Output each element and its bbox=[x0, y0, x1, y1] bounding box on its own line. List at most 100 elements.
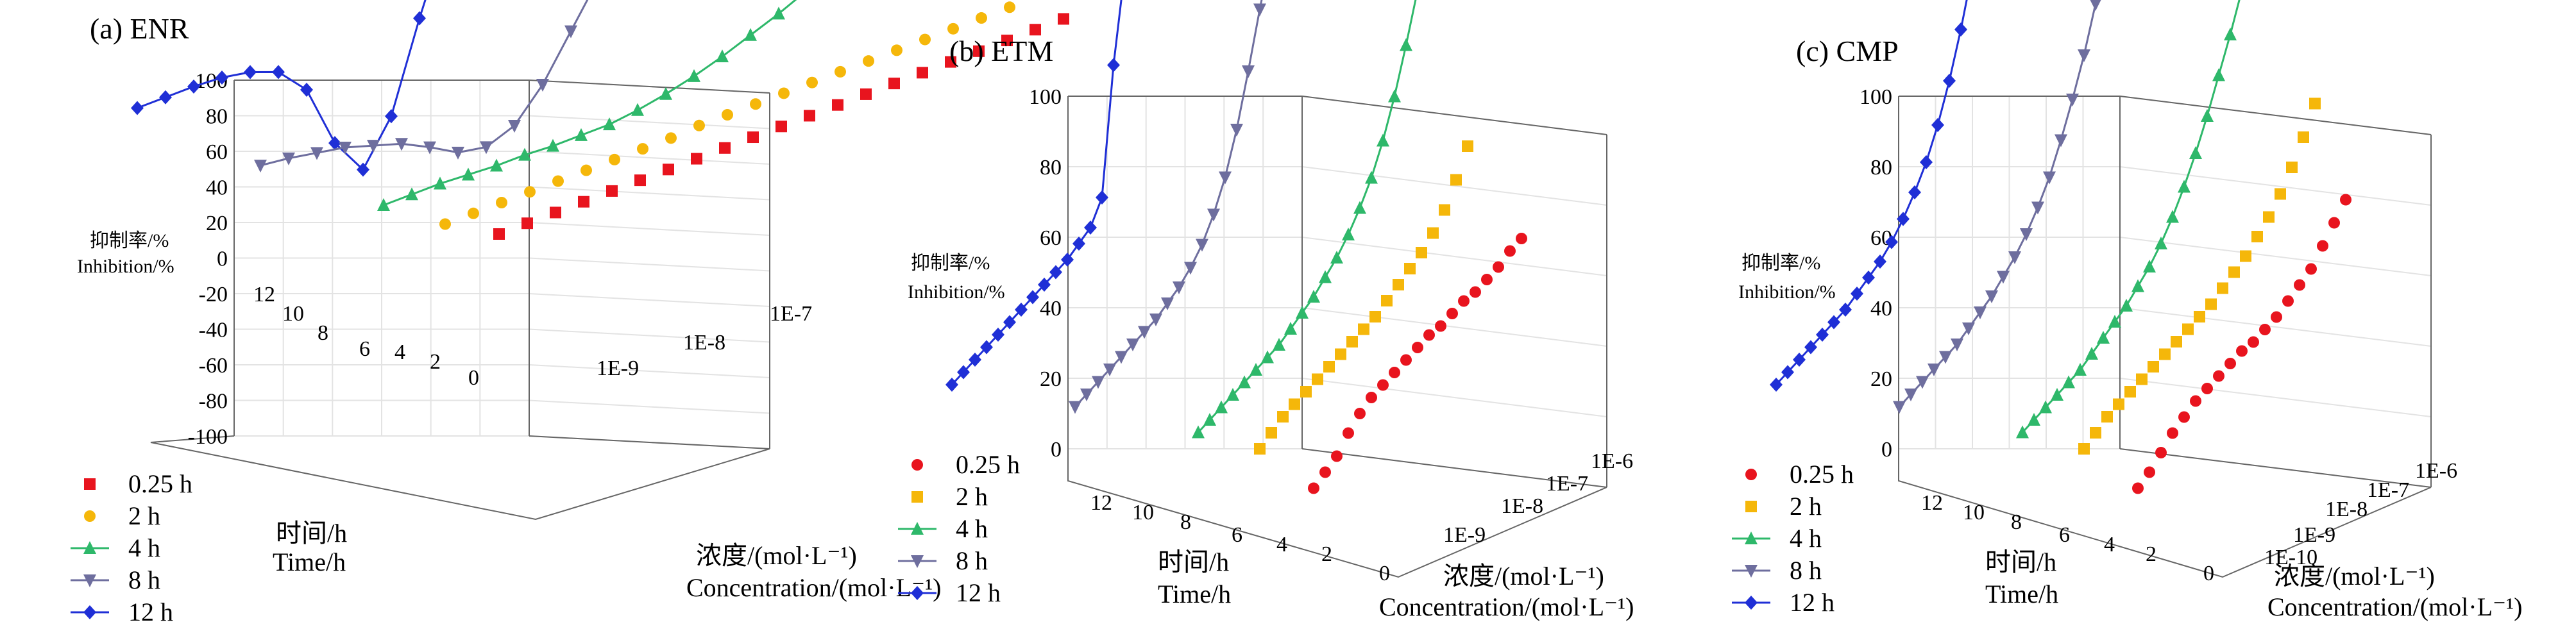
conc-tick-label: 1E-7 bbox=[1546, 472, 1588, 496]
y-axis-label: 抑制率/% bbox=[90, 230, 169, 251]
data-point bbox=[2251, 231, 2263, 242]
data-point bbox=[575, 128, 588, 141]
data-point bbox=[1851, 287, 1863, 301]
series-line bbox=[1197, 0, 1417, 433]
concentration-axis-title: 浓度/(mol·L⁻¹) bbox=[2274, 562, 2435, 590]
data-point bbox=[439, 218, 451, 230]
data-point bbox=[1388, 89, 1401, 103]
data-point bbox=[976, 12, 987, 24]
data-point bbox=[2305, 263, 2317, 275]
data-point bbox=[945, 378, 958, 392]
data-point bbox=[244, 65, 257, 80]
concentration-axis-title: Concentration/(mol·L⁻¹) bbox=[2267, 592, 2522, 621]
data-point bbox=[2224, 28, 2237, 40]
series-4-h bbox=[1192, 0, 1417, 439]
data-point bbox=[490, 158, 503, 172]
data-point bbox=[1203, 413, 1216, 426]
legend-item: 12 h bbox=[71, 598, 173, 626]
data-point bbox=[480, 141, 493, 155]
legend-item: 4 h bbox=[898, 514, 988, 543]
data-point bbox=[860, 88, 872, 100]
time-tick-label: 2 bbox=[430, 350, 441, 374]
legend-label: 4 h bbox=[128, 533, 160, 562]
legend: 0.25 h 2 h 4 h 8 h 12 h bbox=[898, 450, 1020, 607]
data-point bbox=[775, 121, 787, 133]
data-point bbox=[747, 131, 759, 144]
conc-tick-label: 1E-8 bbox=[683, 331, 725, 355]
data-point bbox=[1435, 320, 1446, 332]
legend-marker bbox=[1745, 469, 1757, 480]
data-point bbox=[1330, 251, 1343, 264]
data-point bbox=[1943, 74, 1956, 88]
data-point bbox=[1184, 262, 1197, 275]
y-tick-label: 40 bbox=[206, 176, 228, 200]
legend-item: 0.25 h bbox=[1745, 460, 1854, 489]
data-point bbox=[1072, 237, 1085, 251]
data-point bbox=[2298, 131, 2309, 143]
data-point bbox=[606, 185, 618, 197]
data-point bbox=[1404, 263, 1416, 274]
y-tick-label: -20 bbox=[199, 283, 228, 306]
data-point bbox=[688, 69, 700, 82]
data-point bbox=[1904, 389, 1917, 401]
time-tick-label: 0 bbox=[2203, 562, 2214, 585]
y-tick-label: 20 bbox=[206, 212, 228, 235]
series-group bbox=[1770, 0, 2351, 494]
time-tick-label: 12 bbox=[253, 283, 275, 306]
data-point bbox=[888, 78, 900, 90]
data-point bbox=[131, 101, 144, 115]
time-tick-label: 8 bbox=[1180, 510, 1191, 534]
data-point bbox=[2074, 363, 2087, 376]
data-point bbox=[2062, 375, 2075, 389]
data-point bbox=[1439, 204, 1450, 216]
time-tick-label: 0 bbox=[1379, 562, 1390, 585]
legend-item: 8 h bbox=[71, 565, 160, 594]
chart-title: (a) ENR bbox=[90, 12, 189, 45]
data-point bbox=[2090, 0, 2101, 11]
chart-title: (b) ETM bbox=[949, 35, 1053, 67]
data-point bbox=[1038, 278, 1051, 292]
data-point bbox=[1004, 1, 1015, 13]
data-point bbox=[1916, 376, 1929, 389]
data-point bbox=[1323, 361, 1335, 372]
data-point bbox=[1284, 322, 1297, 335]
time-tick-label: 10 bbox=[282, 302, 304, 326]
conc-tick-label: 1E-8 bbox=[1501, 494, 1543, 518]
data-point bbox=[1354, 408, 1366, 419]
legend-marker bbox=[83, 541, 96, 554]
data-point bbox=[1412, 342, 1423, 353]
data-point bbox=[1400, 38, 1412, 51]
axis-box bbox=[150, 80, 770, 521]
data-point bbox=[1030, 24, 1041, 36]
data-point bbox=[1215, 400, 1228, 414]
data-point bbox=[2340, 194, 2351, 206]
data-point bbox=[631, 103, 644, 116]
series-8-h bbox=[1069, 0, 1266, 414]
data-point bbox=[1939, 351, 1952, 364]
data-point bbox=[310, 147, 323, 160]
data-point bbox=[1026, 290, 1039, 305]
data-point bbox=[980, 340, 993, 355]
series-12-h bbox=[1770, 0, 1968, 392]
time-tick-label: 4 bbox=[2104, 533, 2115, 556]
time-axis-title: 时间/h bbox=[1985, 548, 2056, 576]
legend: 0.25 h 2 h 4 h 8 h 12 h bbox=[71, 469, 192, 626]
legend-label: 8 h bbox=[956, 546, 988, 575]
gridlines bbox=[1899, 96, 2432, 488]
data-point bbox=[863, 55, 874, 67]
legend-item: 2 h bbox=[1745, 492, 1822, 521]
time-tick-label: 2 bbox=[2146, 542, 2157, 566]
data-point bbox=[339, 142, 352, 155]
time-tick-label: 10 bbox=[1963, 501, 1985, 524]
y-axis-label: Inhibition/% bbox=[1738, 281, 1836, 303]
y-tick-label: 20 bbox=[1040, 367, 1062, 391]
series-12-h bbox=[945, 0, 1123, 392]
data-point bbox=[1954, 22, 1967, 37]
legend-marker bbox=[1745, 565, 1758, 578]
data-point bbox=[603, 117, 616, 131]
data-point bbox=[1307, 290, 1320, 303]
data-point bbox=[1862, 271, 1875, 285]
data-point bbox=[2120, 299, 2133, 312]
y-tick-label: -40 bbox=[199, 319, 228, 342]
conc-tick-label: 1E-9 bbox=[2293, 523, 2335, 547]
